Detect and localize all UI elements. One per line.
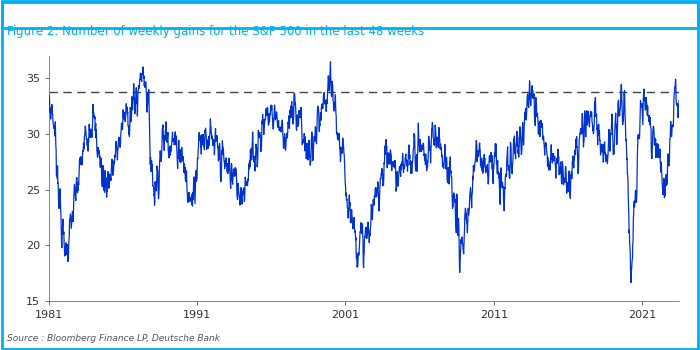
Text: Figure 2: Number of weekly gains for the S&P 500 in the last 48 weeks: Figure 2: Number of weekly gains for the… [7, 25, 424, 37]
Text: Source : Bloomberg Finance LP, Deutsche Bank: Source : Bloomberg Finance LP, Deutsche … [7, 334, 220, 343]
